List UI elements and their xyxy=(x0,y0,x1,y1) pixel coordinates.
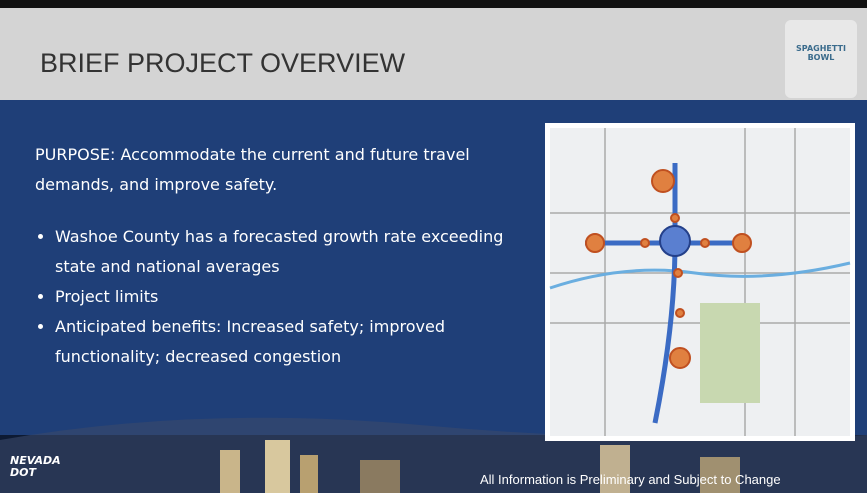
project-logo: SPAGHETTI BOWL xyxy=(785,20,857,98)
project-map xyxy=(545,123,855,441)
bullet-list: Washoe County has a forecasted growth ra… xyxy=(35,222,535,372)
agency-logo: NEVADA DOT xyxy=(10,455,50,479)
bullet: Project limits xyxy=(55,282,535,312)
slide: BRIEF PROJECT OVERVIEW SPAGHETTI BOWL PU… xyxy=(0,0,867,493)
footer-note: All Information is Preliminary and Subje… xyxy=(480,472,781,487)
bullet: Anticipated benefits: Increased safety; … xyxy=(55,312,535,372)
body-text: PURPOSE: Accommodate the current and fut… xyxy=(35,140,535,372)
slide-title: BRIEF PROJECT OVERVIEW xyxy=(40,48,405,79)
purpose: PURPOSE: Accommodate the current and fut… xyxy=(35,140,535,200)
bullet: Washoe County has a forecasted growth ra… xyxy=(55,222,535,282)
logo-text: SPAGHETTI BOWL xyxy=(785,44,857,62)
